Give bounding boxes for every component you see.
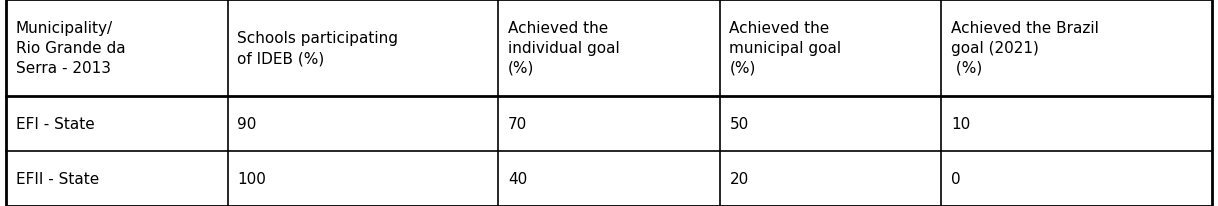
Text: Achieved the
municipal goal
(%): Achieved the municipal goal (%) — [730, 21, 842, 76]
Text: EFI - State: EFI - State — [16, 117, 95, 132]
Text: 0: 0 — [951, 171, 961, 186]
Text: Achieved the Brazil
goal (2021)
 (%): Achieved the Brazil goal (2021) (%) — [951, 21, 1099, 76]
Text: Municipality/
Rio Grande da
Serra - 2013: Municipality/ Rio Grande da Serra - 2013 — [16, 21, 125, 76]
Text: Achieved the
individual goal
(%): Achieved the individual goal (%) — [508, 21, 620, 76]
Text: 50: 50 — [730, 117, 749, 132]
Text: 90: 90 — [238, 117, 257, 132]
Text: 10: 10 — [951, 117, 971, 132]
Text: 20: 20 — [730, 171, 749, 186]
Text: 100: 100 — [238, 171, 267, 186]
Text: 40: 40 — [508, 171, 527, 186]
Text: 70: 70 — [508, 117, 527, 132]
Text: Schools participating
of IDEB (%): Schools participating of IDEB (%) — [238, 31, 398, 66]
Text: EFII - State: EFII - State — [16, 171, 99, 186]
